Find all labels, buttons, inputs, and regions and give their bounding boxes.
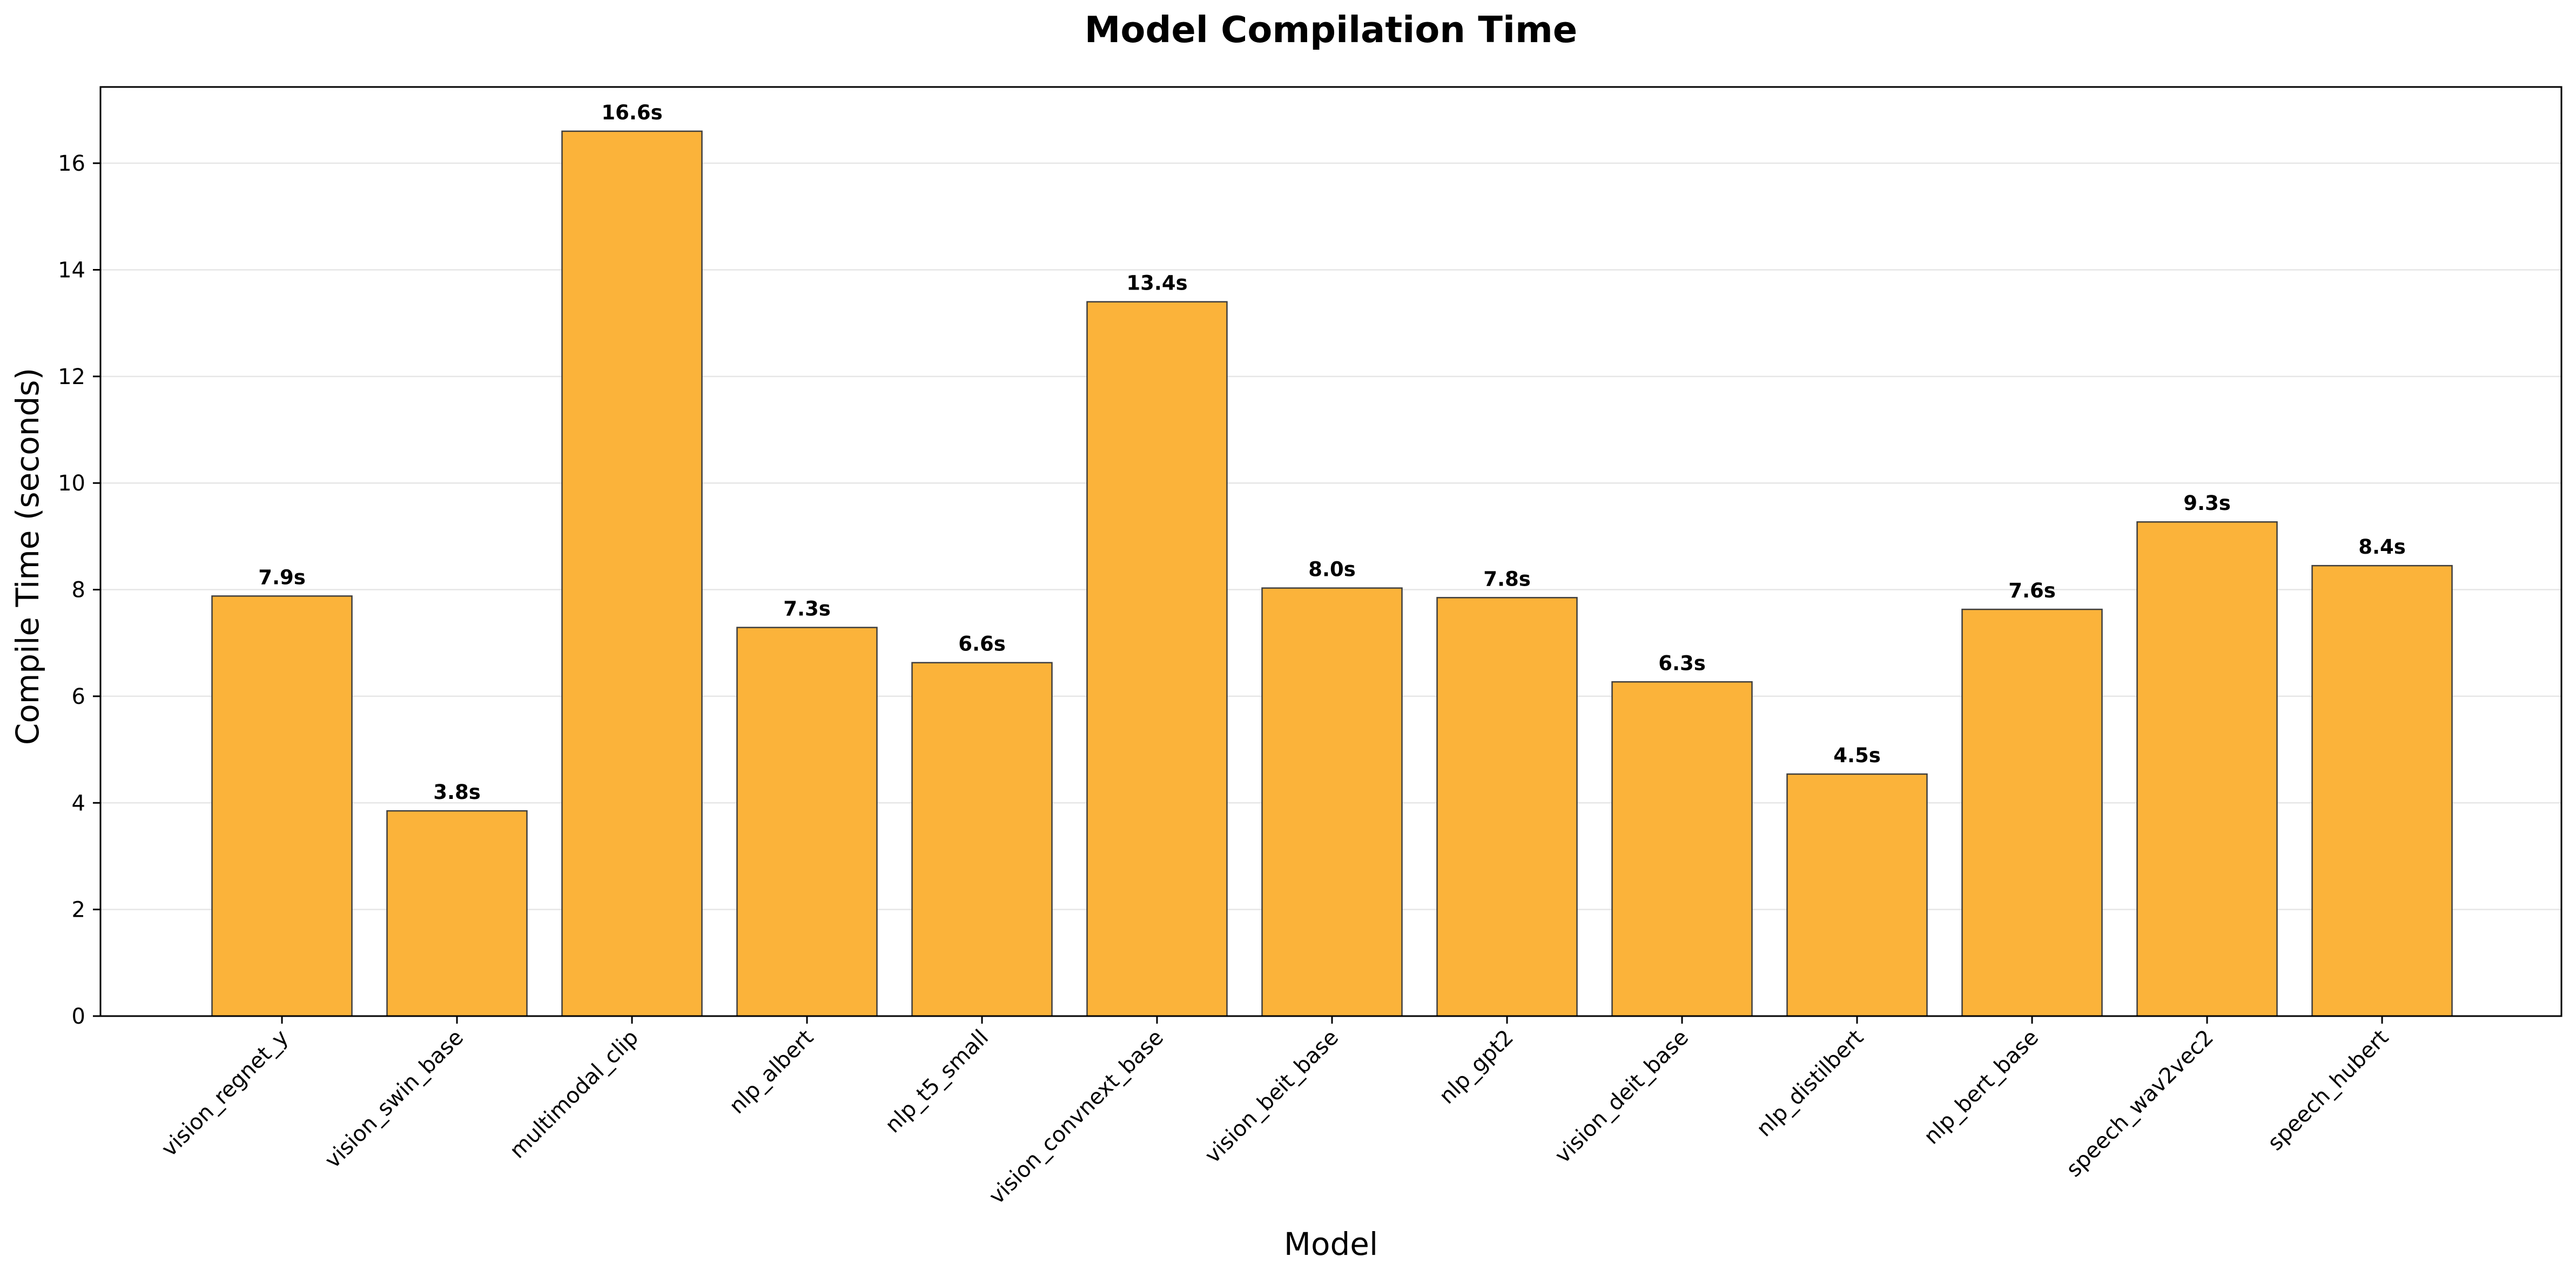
bar bbox=[1786, 773, 1928, 1017]
data-label: 16.6s bbox=[601, 101, 662, 124]
plot-frame bbox=[99, 86, 2562, 1017]
y-tick-label: 4 bbox=[72, 791, 85, 816]
y-tick-label: 12 bbox=[58, 365, 85, 389]
data-label: 8.0s bbox=[1308, 558, 1356, 581]
bar bbox=[1436, 597, 1578, 1017]
y-tick-label: 16 bbox=[58, 151, 85, 176]
y-axis-title: Compile Time (seconds) bbox=[9, 368, 46, 745]
bar bbox=[736, 627, 878, 1017]
data-label: 13.4s bbox=[1126, 272, 1187, 295]
y-tick-label: 8 bbox=[72, 578, 85, 603]
y-tick-label: 6 bbox=[72, 684, 85, 709]
data-labels: 7.9s 3.8s 16.6s 7.3s 6.6s 13.4s 8.0s 7.8s 6.3s 4.… bbox=[258, 101, 2406, 804]
bar bbox=[211, 595, 353, 1017]
data-label: 8.4s bbox=[2358, 535, 2406, 559]
bar bbox=[2311, 564, 2453, 1017]
y-tick-label: 2 bbox=[72, 898, 85, 923]
data-label: 3.8s bbox=[433, 781, 481, 804]
bars bbox=[211, 130, 2453, 1017]
bar bbox=[1261, 587, 1403, 1017]
data-label: 7.3s bbox=[783, 597, 831, 621]
bar bbox=[1086, 301, 1228, 1017]
data-label: 7.8s bbox=[1483, 567, 1531, 590]
y-tick-label: 14 bbox=[58, 258, 85, 283]
data-label: 4.5s bbox=[1833, 744, 1881, 767]
data-label: 7.6s bbox=[2008, 579, 2056, 602]
bar bbox=[911, 662, 1053, 1017]
bar bbox=[2136, 521, 2278, 1017]
x-axis-title: Model bbox=[1284, 1226, 1378, 1262]
data-label: 9.3s bbox=[2183, 492, 2231, 515]
data-label: 6.6s bbox=[958, 633, 1006, 656]
chart-title: Model Compilation Time bbox=[1085, 9, 1577, 51]
bar bbox=[386, 810, 528, 1017]
bar bbox=[1961, 608, 2103, 1017]
data-label: 6.3s bbox=[1658, 651, 1706, 675]
y-tick-label: 10 bbox=[58, 471, 85, 496]
bar bbox=[561, 130, 703, 1017]
bar bbox=[1611, 681, 1753, 1017]
y-tick-label: 0 bbox=[72, 1004, 85, 1029]
y-axis: 0 2 4 6 8 10 12 14 16 bbox=[58, 151, 100, 1029]
data-label: 7.9s bbox=[258, 566, 306, 589]
